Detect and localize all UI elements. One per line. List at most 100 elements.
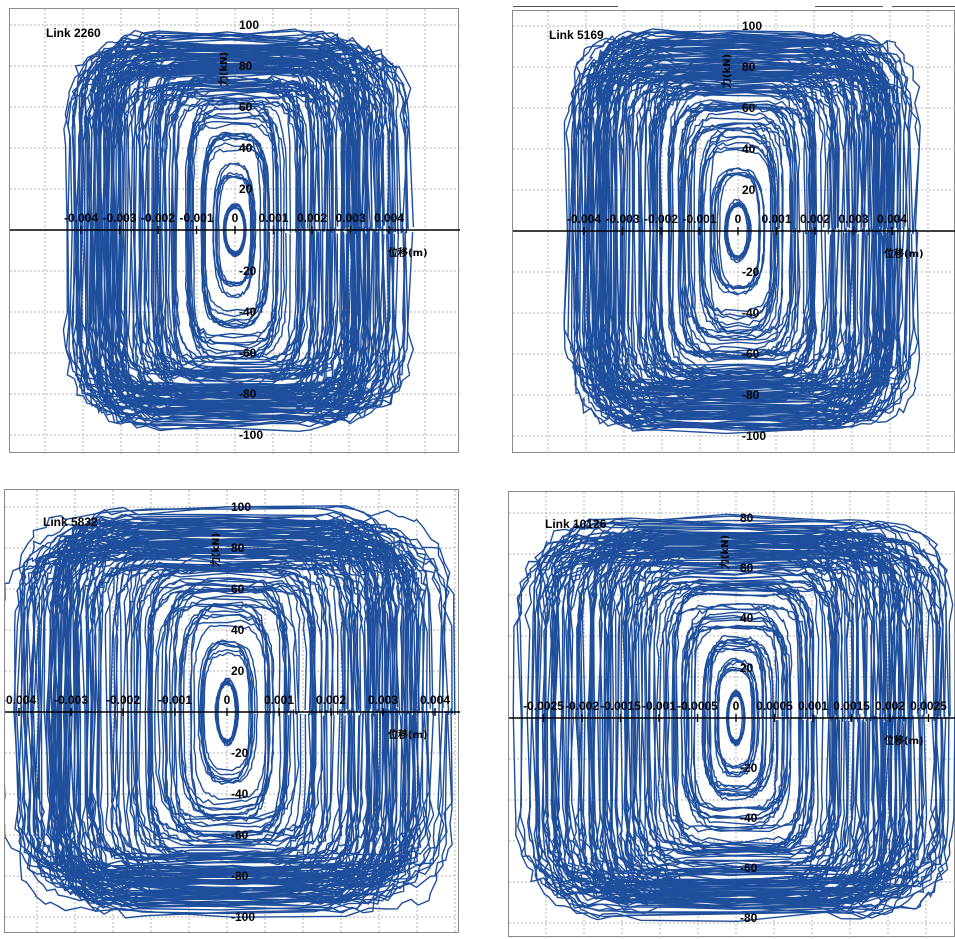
x-tick-label: 0 [733, 699, 740, 713]
loop-path [677, 106, 799, 356]
chart-panel-link-5169: -0.004 -0.003 -0.002 -0.001 0 0.001 0.002 0.003… [512, 10, 955, 454]
loop-path [686, 121, 795, 342]
loop-path [600, 52, 895, 411]
x-tick-label: -0.001 [158, 693, 192, 707]
y-axis-label: 力(kN) [217, 52, 230, 86]
loop-path [688, 122, 784, 340]
loop-path [551, 527, 930, 909]
loop-path [573, 46, 889, 416]
x-tick-label: 0.002 [316, 693, 346, 707]
x-tick-labels: -0.004 -0.003 -0.002 -0.001 0 0.001 0.002 0.003… [567, 212, 907, 235]
x-tick-label: 0 [224, 693, 231, 707]
y-tick-label: -20 [231, 746, 249, 760]
y-tick-label: -100 [231, 910, 255, 924]
x-axis-label: 位移(m) [388, 728, 428, 741]
x-tick-label: 0.003 [335, 211, 365, 225]
loop-path [203, 147, 271, 312]
y-tick-label: 60 [742, 101, 756, 115]
x-tick-label: 0.0015 [833, 699, 870, 713]
y-tick-label: -100 [239, 428, 263, 442]
x-axis-label: 位移(m) [388, 246, 428, 259]
x-tick-label: -0.003 [54, 693, 88, 707]
y-tick-label: -80 [231, 869, 249, 883]
loop-path [85, 565, 360, 859]
y-tick-label: 80 [239, 59, 253, 73]
top-rule-mid [815, 6, 883, 7]
loop-path [586, 37, 892, 428]
loop-path [671, 85, 797, 380]
y-tick-label: -20 [239, 264, 257, 278]
x-tick-label: 0.002 [297, 211, 327, 225]
x-tick-label: -0.0015 [600, 699, 641, 713]
loop-path [75, 48, 385, 413]
x-tick-label: 0 [232, 211, 239, 225]
loop-path [557, 526, 889, 908]
top-rule-left [513, 6, 618, 7]
loop-path [647, 587, 813, 849]
loop-path [157, 604, 300, 820]
x-tick-label: -0.0025 [523, 699, 564, 713]
loop-path [151, 582, 313, 842]
y-tick-label: -40 [742, 306, 760, 320]
loop-path [171, 78, 300, 380]
loop-path [594, 44, 891, 420]
chart-link-5169: -0.004 -0.003 -0.002 -0.001 0 0.001 0.002 0.003… [513, 11, 955, 454]
loop-path [93, 34, 369, 424]
chart-title: Link 5832 [43, 515, 98, 529]
loop-path [708, 634, 765, 801]
loop-path [703, 644, 772, 791]
loop-path [686, 625, 780, 810]
loop-path [678, 104, 793, 357]
y-tick-label: 20 [742, 183, 756, 197]
x-tick-label: -0.004 [64, 211, 98, 225]
loop-path [120, 82, 346, 376]
y-tick-label: 40 [740, 611, 754, 625]
y-tick-label: -40 [239, 305, 257, 319]
loop-path [89, 560, 364, 863]
loop-path [599, 70, 896, 393]
x-tick-label: 0.0005 [756, 699, 793, 713]
loop-path [22, 537, 409, 887]
x-tick-label: 0.002 [800, 212, 830, 226]
loop-path [63, 505, 404, 919]
y-tick-label: -60 [231, 828, 249, 842]
loop-path [163, 75, 305, 386]
y-tick-label: 20 [239, 182, 253, 196]
loop-path [156, 87, 306, 374]
x-tick-label: 0.001 [264, 693, 294, 707]
y-tick-label: 60 [231, 582, 245, 596]
loop-path [544, 535, 944, 901]
loop-path [570, 31, 921, 430]
loop-path [562, 536, 887, 898]
x-tick-label: 0.002 [875, 699, 905, 713]
loop-path [524, 547, 938, 888]
x-tick-label: -0.002 [106, 693, 140, 707]
loop-path [141, 88, 336, 372]
loop-path [126, 572, 334, 851]
loop-path [693, 603, 778, 832]
loop-path [565, 548, 905, 888]
x-tick-label: 0.004 [877, 212, 907, 226]
x-tick-labels: -0.004 -0.003 -0.002 -0.001 0 0.001 0.002 0.003… [64, 211, 404, 234]
y-tick-label: 40 [231, 623, 245, 637]
y-axis-label: 力(kN) [720, 54, 733, 88]
loop-path [94, 29, 362, 433]
loop-path [626, 71, 861, 393]
x-tick-label: 0.001 [761, 212, 791, 226]
loop-path [570, 64, 904, 398]
y-tick-labels: -100 -80 -60 -40 -20 20 40 60 80 100 [742, 19, 766, 443]
loop-path [193, 624, 267, 801]
loop-path [189, 601, 271, 822]
x-tick-label: -0.003 [102, 211, 136, 225]
loop-path [35, 547, 425, 875]
y-tick-label: 40 [239, 141, 253, 155]
chart-panel-link-5832: -0.004 -0.003 -0.002 -0.001 0 0.001 0.002 0.003… [4, 489, 460, 934]
loop-path [535, 522, 939, 914]
chart-link-2260: -0.004 -0.003 -0.002 -0.001 0 0.001 0.002 0.003… [10, 9, 460, 454]
x-tick-label: 0.004 [420, 693, 450, 707]
loop-path [80, 63, 382, 396]
loop-path [66, 549, 406, 875]
loop-path [147, 577, 297, 848]
loop-path [665, 602, 810, 833]
loop-path [673, 585, 809, 851]
